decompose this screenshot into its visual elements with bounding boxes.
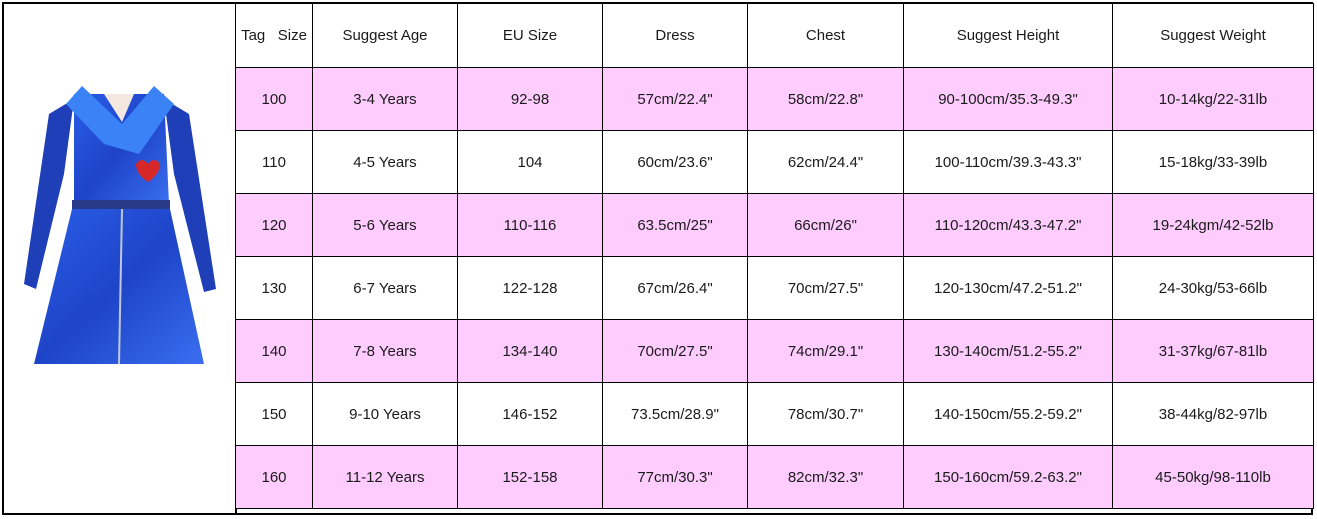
header-dress: Dress — [602, 3, 748, 68]
header-chest: Chest — [747, 3, 904, 68]
cell-suggest-age: 6-7 Years — [312, 256, 458, 320]
cell-suggest-weight: 31-37kg/67-81lb — [1112, 319, 1314, 383]
cell-suggest-height: 140-150cm/55.2-59.2" — [903, 382, 1113, 446]
header-suggest-height: Suggest Height — [903, 3, 1113, 68]
cell-chest: 58cm/22.8" — [747, 67, 904, 131]
table-row: 160 11-12 Years 152-158 77cm/30.3" 82cm/32.3… — [235, 445, 1314, 509]
cell-suggest-age: 5-6 Years — [312, 193, 458, 257]
cell-chest: 70cm/27.5" — [747, 256, 904, 320]
cell-suggest-height: 120-130cm/47.2-51.2" — [903, 256, 1113, 320]
cell-suggest-height: 110-120cm/43.3-47.2" — [903, 193, 1113, 257]
cell-suggest-height: 150-160cm/59.2-63.2" — [903, 445, 1113, 509]
cell-suggest-age: 3-4 Years — [312, 67, 458, 131]
product-photo — [4, 4, 237, 513]
header-row: Tag Size Suggest Age EU Size Dress Chest… — [235, 3, 1314, 68]
cell-dress: 73.5cm/28.9" — [602, 382, 748, 446]
cell-suggest-age: 9-10 Years — [312, 382, 458, 446]
cell-dress: 70cm/27.5" — [602, 319, 748, 383]
cell-tag-size: 130 — [235, 256, 313, 320]
cell-eu-size: 122-128 — [457, 256, 603, 320]
cell-suggest-age: 11-12 Years — [312, 445, 458, 509]
cell-tag-size: 110 — [235, 130, 313, 194]
header-suggest-age: Suggest Age — [312, 3, 458, 68]
cell-eu-size: 152-158 — [457, 445, 603, 509]
cell-chest: 82cm/32.3" — [747, 445, 904, 509]
cell-suggest-age: 7-8 Years — [312, 319, 458, 383]
header-tag-size: Tag Size — [235, 3, 313, 68]
cell-dress: 63.5cm/25" — [602, 193, 748, 257]
header-eu-size: EU Size — [457, 3, 603, 68]
cell-suggest-age: 4-5 Years — [312, 130, 458, 194]
cell-dress: 60cm/23.6" — [602, 130, 748, 194]
cell-tag-size: 160 — [235, 445, 313, 509]
cell-suggest-weight: 38-44kg/82-97lb — [1112, 382, 1314, 446]
cell-suggest-height: 100-110cm/39.3-43.3" — [903, 130, 1113, 194]
cell-eu-size: 110-116 — [457, 193, 603, 257]
cell-tag-size: 120 — [235, 193, 313, 257]
cell-chest: 74cm/29.1" — [747, 319, 904, 383]
cell-eu-size: 92-98 — [457, 67, 603, 131]
cell-eu-size: 134-140 — [457, 319, 603, 383]
cell-tag-size: 100 — [235, 67, 313, 131]
cell-suggest-height: 90-100cm/35.3-49.3" — [903, 67, 1113, 131]
cell-suggest-height: 130-140cm/51.2-55.2" — [903, 319, 1113, 383]
cell-eu-size: 104 — [457, 130, 603, 194]
dress-image-icon — [24, 86, 216, 365]
cell-suggest-weight: 15-18kg/33-39lb — [1112, 130, 1314, 194]
table-row: 100 3-4 Years 92-98 57cm/22.4" 58cm/22.8" 90-… — [235, 67, 1314, 131]
cell-dress: 77cm/30.3" — [602, 445, 748, 509]
cell-dress: 57cm/22.4" — [602, 67, 748, 131]
size-chart-table: Tag Size Suggest Age EU Size Dress Chest… — [235, 3, 1314, 509]
cell-chest: 78cm/30.7" — [747, 382, 904, 446]
cell-chest: 66cm/26" — [747, 193, 904, 257]
table-row: 130 6-7 Years 122-128 67cm/26.4" 70cm/27.5" 1… — [235, 256, 1314, 320]
cell-dress: 67cm/26.4" — [602, 256, 748, 320]
table-row: 110 4-5 Years 104 60cm/23.6" 62cm/24.4" 100-1… — [235, 130, 1314, 194]
cell-suggest-weight: 19-24kgm/42-52lb — [1112, 193, 1314, 257]
cell-suggest-weight: 24-30kg/53-66lb — [1112, 256, 1314, 320]
table-row: 150 9-10 Years 146-152 73.5cm/28.9" 78cm/30.… — [235, 382, 1314, 446]
cell-chest: 62cm/24.4" — [747, 130, 904, 194]
cell-suggest-weight: 45-50kg/98-110lb — [1112, 445, 1314, 509]
cell-suggest-weight: 10-14kg/22-31lb — [1112, 67, 1314, 131]
header-suggest-weight: Suggest Weight — [1112, 3, 1314, 68]
cell-eu-size: 146-152 — [457, 382, 603, 446]
table-row: 120 5-6 Years 110-116 63.5cm/25" 66cm/26" 110… — [235, 193, 1314, 257]
cell-tag-size: 140 — [235, 319, 313, 383]
cell-tag-size: 150 — [235, 382, 313, 446]
table-row: 140 7-8 Years 134-140 70cm/27.5" 74cm/29.1" 1… — [235, 319, 1314, 383]
